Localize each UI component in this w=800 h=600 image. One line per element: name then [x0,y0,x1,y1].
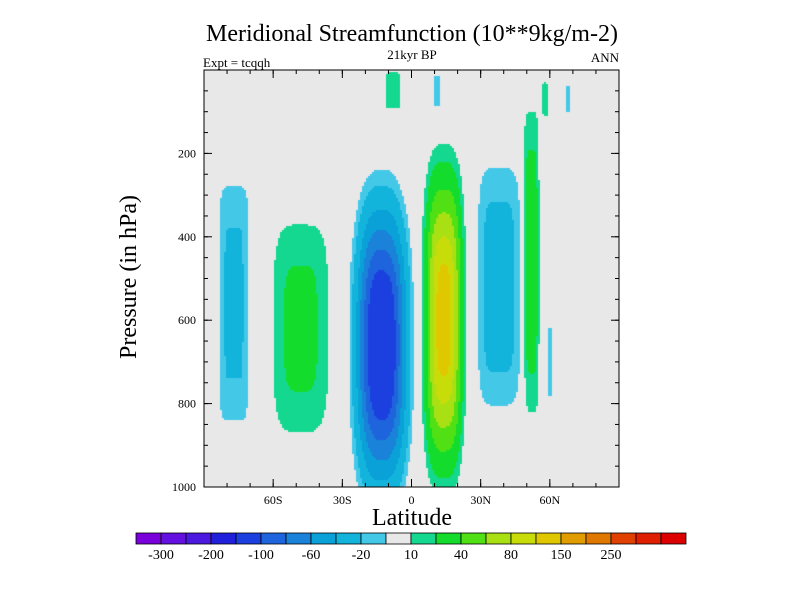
chart-title: Meridional Streamfunction (10**9kg/m-2) [206,21,618,47]
colorbar-box [660,532,687,545]
colorbar-label: 150 [551,548,572,563]
experiment-label: Expt = tcqqh [203,55,271,70]
colorbar-label: -20 [352,548,371,563]
y-tick-label: 600 [178,313,196,327]
colorbar-box [585,532,612,545]
x-tick-label: 30S [333,493,352,507]
colorbar-box [160,532,187,545]
x-axis-label: Latitude [372,505,452,531]
colorbar-box [260,532,287,545]
season-label: ANN [591,50,620,65]
colorbar-box [310,532,337,545]
colorbar-label: 80 [504,548,518,563]
colorbar-box [610,532,637,545]
colorbar-box [210,532,237,545]
x-tick-label: 30N [470,493,491,507]
colorbar-box [285,532,312,545]
y-axis-label: Pressure (in hPa) [116,195,142,359]
colorbar-box [510,532,537,545]
colorbar-box [360,532,387,545]
colorbar-box [635,532,662,545]
colorbar: -300 -200 -100 -60 -20 10 40 80 150 250 [135,532,687,563]
y-tick-label: 1000 [172,480,196,494]
colorbar-box [235,532,262,545]
y-tick-label: 800 [178,397,196,411]
y-tick-label: 200 [178,146,196,160]
colorbar-box [460,532,487,545]
colorbar-box [560,532,587,545]
colorbar-label: 10 [404,548,418,563]
colorbar-label: -100 [248,548,274,563]
x-tick-label: 60N [539,493,560,507]
plot-area [204,70,619,487]
y-tick-label: 400 [178,230,196,244]
colorbar-label: 250 [601,548,622,563]
chart-subtitle: 21kyr BP [387,47,436,62]
colorbar-box [185,532,212,545]
colorbar-box [385,532,412,545]
x-tick-label: 0 [409,493,415,507]
colorbar-box [535,532,562,545]
colorbar-label: 40 [454,548,468,563]
colorbar-box [135,532,162,545]
colorbar-box [485,532,512,545]
x-tick-label: 60S [264,493,283,507]
contour-field [204,70,619,487]
colorbar-box [335,532,362,545]
colorbar-label: -200 [198,548,224,563]
axes: 60S 30S 0 30N 60N 200 400 600 800 1000 [172,69,620,507]
colorbar-label: -300 [148,548,174,563]
colorbar-box [435,532,462,545]
colorbar-label: -60 [302,548,321,563]
colorbar-box [410,532,437,545]
